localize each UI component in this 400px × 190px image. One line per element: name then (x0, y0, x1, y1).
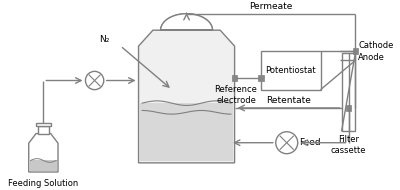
Circle shape (86, 71, 104, 90)
Polygon shape (29, 134, 58, 172)
Text: Feed: Feed (300, 138, 321, 147)
Bar (342, 53, 355, 131)
Text: Permeate: Permeate (249, 2, 293, 11)
Polygon shape (30, 161, 57, 171)
Text: Filter
cassette: Filter cassette (331, 135, 366, 155)
Text: Reference
electrode: Reference electrode (214, 86, 256, 105)
Text: N₂: N₂ (99, 35, 110, 44)
Polygon shape (138, 30, 234, 163)
Bar (232, 75, 237, 81)
Bar (258, 75, 264, 81)
Polygon shape (36, 123, 51, 126)
Bar (353, 48, 358, 54)
Polygon shape (161, 14, 212, 30)
Polygon shape (38, 126, 49, 134)
Bar (346, 105, 351, 111)
Text: Anode: Anode (358, 53, 385, 62)
Text: Retentate: Retentate (266, 96, 310, 105)
Text: Cathode: Cathode (358, 41, 394, 50)
Text: Potentiostat: Potentiostat (266, 66, 316, 75)
Polygon shape (140, 103, 233, 161)
Text: Feeding Solution: Feeding Solution (8, 179, 78, 188)
Bar (261, 51, 321, 90)
Circle shape (276, 132, 298, 154)
